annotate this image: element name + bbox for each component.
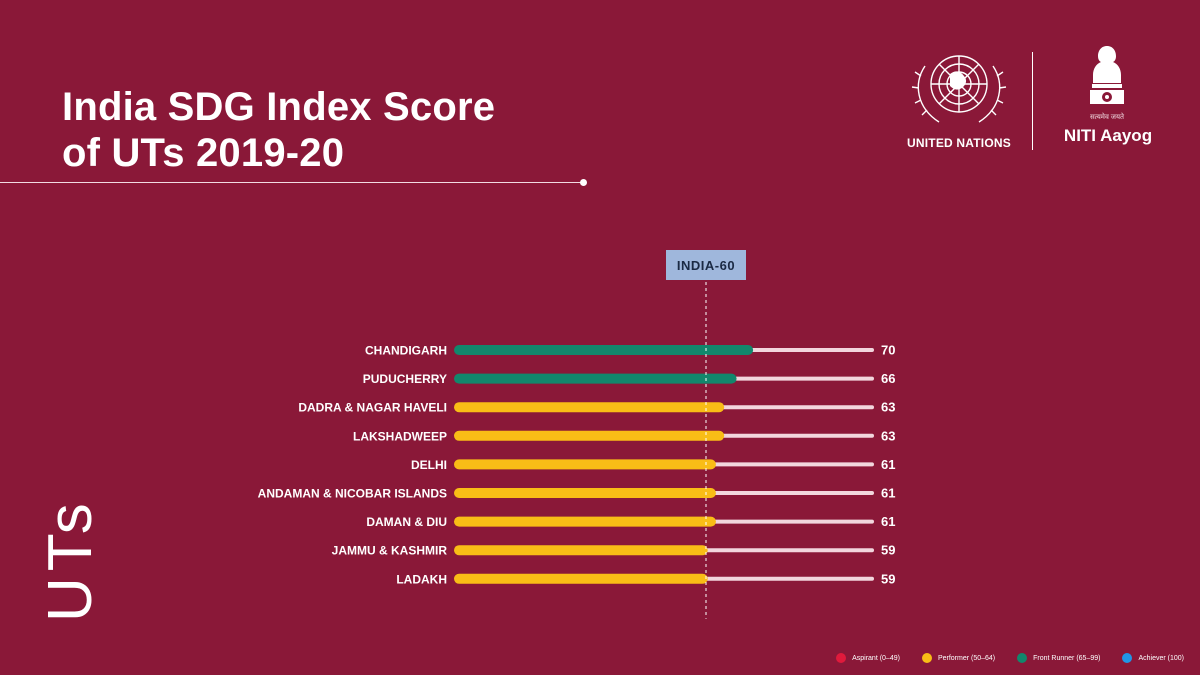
un-emblem-icon [911, 55, 1007, 123]
legend-item: Performer (50–64) [921, 653, 996, 663]
reference-label-box [666, 250, 746, 280]
legend: Aspirant (0–49) Performer (50–64) Front Ru… [836, 653, 1184, 663]
title-line-1: India SDG Index Score [62, 85, 496, 129]
legend-label: Achiever (100) [1138, 654, 1184, 662]
legend-label: Performer (50–64) [937, 654, 996, 662]
category-label: CHANDIGARH [365, 344, 447, 358]
data-label: 61 [881, 486, 895, 501]
data-label: 70 [881, 343, 895, 358]
category-label: DELHI [411, 458, 447, 472]
niti-name: NITI Aayog [1063, 126, 1153, 145]
legend-label: Front Runner (65–99) [1033, 654, 1101, 662]
legend-swatch [1017, 653, 1028, 663]
category-label: LADAKH [396, 572, 447, 586]
legend-swatch [1122, 653, 1133, 663]
category-label: DAMAN & DIU [366, 515, 447, 529]
category-label: LAKSHADWEEP [353, 429, 447, 443]
title-underline-dot [580, 179, 587, 186]
data-label: 63 [881, 428, 895, 443]
category-label: DADRA & NAGAR HAVELI [298, 401, 447, 415]
un-name: UNITED NATIONS [907, 136, 1011, 150]
category-label: PUDUCHERRY [363, 372, 447, 386]
logo-divider [1032, 52, 1033, 150]
legend-item: Achiever (100) [1122, 653, 1184, 663]
data-label: 66 [881, 371, 895, 386]
title-line-2: of UTs 2019-20 [62, 131, 345, 175]
partner-logos: UNITED NATIONS सत्यमेव जयते NITI Aayog [900, 44, 1170, 154]
legend-swatch [836, 653, 847, 663]
legend-item: Aspirant (0–49) [836, 653, 900, 663]
legend-item: Front Runner (65–99) [1017, 653, 1100, 663]
reference-label: INDIA-60 [677, 258, 735, 273]
data-label: 59 [881, 571, 895, 586]
data-label: 61 [881, 457, 895, 472]
category-label: JAMMU & KASHMIR [332, 544, 448, 558]
chart-title: India SDG Index Score of UTs 2019-20 [62, 84, 495, 176]
category-label: ANDAMAN & NICOBAR ISLANDS [258, 487, 447, 501]
legend-swatch [921, 653, 932, 663]
niti-motto: सत्यमेव जयते [1089, 114, 1125, 121]
data-label: 61 [881, 514, 895, 529]
title-underline [0, 182, 582, 183]
data-label: 63 [881, 400, 895, 415]
data-label: 59 [881, 543, 895, 558]
legend-label: Aspirant (0–49) [852, 654, 900, 662]
lion-capital-emblem-icon [1090, 46, 1124, 104]
